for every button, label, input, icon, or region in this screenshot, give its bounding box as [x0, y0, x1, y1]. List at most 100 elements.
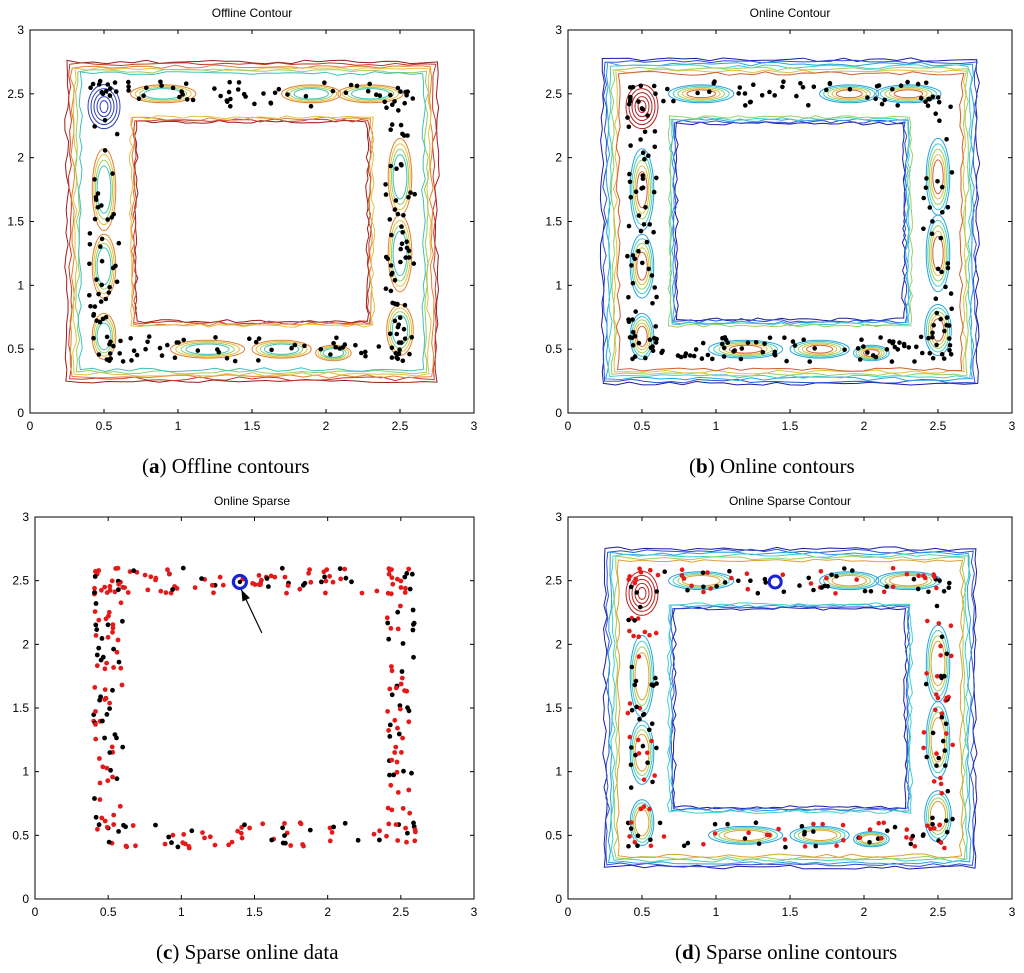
- panel-a-point-14: [383, 192, 389, 197]
- panel-a-blob-9-2: [180, 342, 235, 357]
- panel-d-point-62: [934, 763, 939, 768]
- panel-d-point-155: [933, 707, 938, 713]
- panel-d-point-120: [943, 763, 948, 768]
- panel-d-point-84: [930, 815, 935, 821]
- panel-a-point-80: [195, 348, 201, 353]
- panel-d-point-164: [632, 618, 637, 623]
- panel-b-point-186: [748, 99, 753, 105]
- panel-a-blob-9-0: [170, 339, 246, 359]
- panel-b-point-182: [721, 345, 727, 351]
- panel-a-point-167: [398, 246, 404, 252]
- panel-d-point-174: [939, 634, 945, 640]
- panel-b-point-57: [625, 115, 630, 120]
- panel-c-point-241: [109, 744, 115, 750]
- panel-d-point-37: [631, 633, 636, 639]
- panel-a-point-126: [216, 349, 222, 355]
- panel-a-point-211: [176, 340, 181, 345]
- panel-d-point-196: [714, 584, 719, 589]
- panel-d-point-168: [943, 721, 949, 727]
- panel-d-xtick-label-6: 3: [1009, 905, 1016, 919]
- panel-c-point-250: [412, 827, 418, 833]
- panel-d-point-138: [748, 578, 753, 583]
- panel-b-point-22: [790, 339, 796, 344]
- panel-a-point-171: [184, 97, 190, 102]
- panel-d-point-57: [912, 844, 918, 849]
- panel-d-point-69: [679, 567, 685, 572]
- panel-c-ytick-label-5: 2.5: [12, 574, 29, 588]
- panel-d-point-5: [867, 827, 873, 832]
- panel-b-point-202: [782, 335, 787, 341]
- panel-a-blob-7-3: [293, 88, 329, 100]
- panel-c-xtick-label-3: 1.5: [246, 905, 263, 919]
- panel-b-blob-4-2: [929, 225, 947, 282]
- panel-d-point-137: [931, 572, 936, 577]
- panel-c-point-288: [114, 776, 120, 782]
- panel-b-point-4: [794, 93, 799, 99]
- panel-b-point-71: [933, 296, 939, 302]
- panel-d-point-191: [689, 583, 694, 589]
- panel-c-point-93: [169, 840, 174, 846]
- panel-a-point-21: [114, 131, 120, 137]
- panel-b-point-116: [929, 231, 935, 237]
- panel-a-point-5: [102, 148, 108, 153]
- panel-d-point-77: [890, 565, 896, 571]
- panel-d-point-148: [813, 843, 818, 849]
- panel-d-contour-outer-4: [613, 555, 967, 861]
- panel-d-point-25: [647, 632, 652, 638]
- panel-c-point-289: [394, 769, 400, 775]
- panel-a-point-156: [105, 82, 111, 87]
- panel-a-point-17: [158, 79, 163, 85]
- panel-d-point-154: [868, 589, 874, 594]
- panel-d-point-213: [934, 585, 939, 591]
- panel-c-point-236: [212, 842, 218, 848]
- panel-d-point-208: [629, 745, 634, 750]
- panel-a-point-129: [92, 304, 98, 309]
- panel-c-point-102: [407, 586, 413, 592]
- panel-a-point-218: [389, 122, 395, 127]
- panel-a-point-226: [382, 99, 388, 105]
- panel-d-blob-3-3: [930, 640, 946, 687]
- caption-c-text: Sparse online data: [184, 940, 339, 964]
- panel-d-point-140: [640, 743, 646, 749]
- panel-b-point-122: [947, 336, 952, 341]
- panel-c-point-144: [387, 734, 393, 739]
- panel-d-point-124: [629, 707, 635, 713]
- panel-c-point-306: [411, 622, 416, 627]
- panel-d-point-2: [633, 678, 639, 684]
- panel-a-contour-outer-1: [67, 62, 437, 382]
- panel-a-point-96: [268, 100, 274, 106]
- panel-a-point-222: [276, 86, 282, 92]
- panel-b-point-218: [651, 229, 656, 235]
- panel-d-point-101: [928, 826, 933, 832]
- panel-c-point-104: [403, 585, 408, 591]
- panel-a-point-91: [255, 358, 261, 363]
- panel-c-point-52: [110, 629, 115, 635]
- panel-a-point-177: [159, 353, 165, 358]
- panel-c-point-219: [405, 830, 410, 836]
- panel-a-point-77: [402, 302, 408, 308]
- panel-a-point-2: [394, 331, 400, 337]
- panel-a-blob-3-3: [392, 154, 408, 200]
- panel-b-point-176: [644, 239, 650, 245]
- panel-b-point-58: [630, 317, 635, 322]
- panel-a-point-147: [92, 124, 97, 129]
- panel-d-point-153: [834, 843, 839, 848]
- panel-d-point-104: [649, 721, 655, 726]
- panel-b-point-20: [934, 342, 939, 348]
- panel-b-point-5: [931, 323, 936, 328]
- panel-c-point-305: [384, 833, 389, 839]
- panel-d-point-115: [934, 751, 939, 756]
- panel-b-point-195: [652, 335, 657, 341]
- panel-b-blob-4-1: [927, 220, 949, 287]
- panel-d-point-216: [742, 836, 748, 841]
- panel-b-blob-1-3: [634, 247, 650, 286]
- panel-b-point-225: [745, 340, 751, 346]
- panel-d-point-98: [637, 716, 642, 722]
- panel-d-point-189: [638, 806, 644, 812]
- panel-a-point-83: [236, 80, 242, 85]
- panel-c-point-162: [116, 587, 121, 593]
- panel-a-point-158: [392, 99, 397, 104]
- caption-c-letter: c: [163, 940, 173, 964]
- panel-c-point-187: [127, 569, 133, 574]
- panel-a-point-27: [398, 89, 403, 94]
